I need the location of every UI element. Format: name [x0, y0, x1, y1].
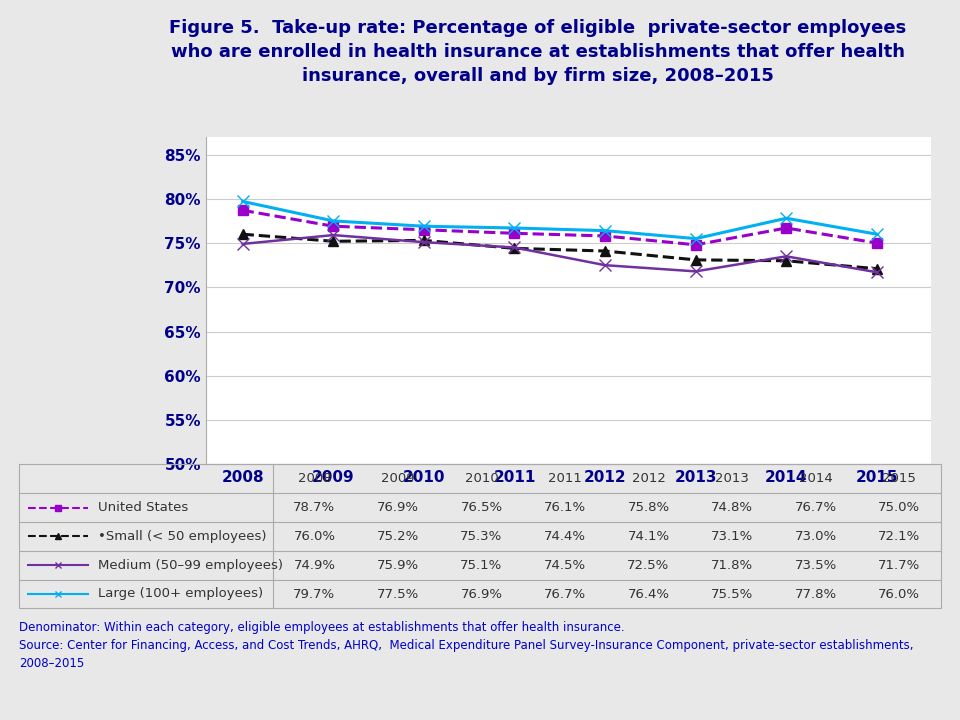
- Text: 75.9%: 75.9%: [377, 559, 419, 572]
- Text: 76.9%: 76.9%: [461, 588, 502, 600]
- Text: 77.8%: 77.8%: [795, 588, 836, 600]
- Text: 2015: 2015: [882, 472, 916, 485]
- Text: 75.0%: 75.0%: [878, 501, 920, 514]
- Text: 2011: 2011: [548, 472, 582, 485]
- Text: 2014: 2014: [799, 472, 832, 485]
- Text: 74.8%: 74.8%: [711, 501, 753, 514]
- Text: 74.5%: 74.5%: [544, 559, 586, 572]
- Text: 76.0%: 76.0%: [294, 530, 335, 543]
- Text: 76.9%: 76.9%: [377, 501, 419, 514]
- Text: 75.5%: 75.5%: [710, 588, 754, 600]
- Text: 73.0%: 73.0%: [795, 530, 836, 543]
- Text: 71.7%: 71.7%: [877, 559, 921, 572]
- Text: 78.7%: 78.7%: [294, 501, 335, 514]
- Text: Medium (50–99 employees): Medium (50–99 employees): [98, 559, 282, 572]
- Text: 76.7%: 76.7%: [544, 588, 586, 600]
- Text: 2010: 2010: [465, 472, 498, 485]
- Text: 77.5%: 77.5%: [376, 588, 420, 600]
- Text: 75.3%: 75.3%: [460, 530, 503, 543]
- Text: United States: United States: [98, 501, 188, 514]
- Text: 73.5%: 73.5%: [794, 559, 837, 572]
- Text: 2013: 2013: [715, 472, 749, 485]
- Text: 2008: 2008: [298, 472, 331, 485]
- Text: 75.2%: 75.2%: [376, 530, 420, 543]
- Text: 76.1%: 76.1%: [544, 501, 586, 514]
- Text: Large (100+ employees): Large (100+ employees): [98, 588, 263, 600]
- Text: 76.0%: 76.0%: [878, 588, 920, 600]
- Text: •Small (< 50 employees): •Small (< 50 employees): [98, 530, 266, 543]
- Text: 2009: 2009: [381, 472, 415, 485]
- Text: 71.8%: 71.8%: [711, 559, 753, 572]
- Text: 74.1%: 74.1%: [628, 530, 669, 543]
- Text: 74.9%: 74.9%: [294, 559, 335, 572]
- Text: 73.1%: 73.1%: [710, 530, 754, 543]
- Text: 76.5%: 76.5%: [461, 501, 502, 514]
- Text: 75.8%: 75.8%: [628, 501, 669, 514]
- Text: 74.4%: 74.4%: [544, 530, 586, 543]
- Text: Denominator: Within each category, eligible employees at establishments that off: Denominator: Within each category, eligi…: [19, 621, 914, 670]
- Text: 72.5%: 72.5%: [627, 559, 670, 572]
- Text: 79.7%: 79.7%: [294, 588, 335, 600]
- Text: 72.1%: 72.1%: [877, 530, 921, 543]
- Text: 75.1%: 75.1%: [460, 559, 503, 572]
- Text: 76.4%: 76.4%: [628, 588, 669, 600]
- Text: 2012: 2012: [632, 472, 665, 485]
- Text: Figure 5.  Take-up rate: Percentage of eligible  private-sector employees
who ar: Figure 5. Take-up rate: Percentage of el…: [169, 19, 906, 85]
- Text: 76.7%: 76.7%: [795, 501, 836, 514]
